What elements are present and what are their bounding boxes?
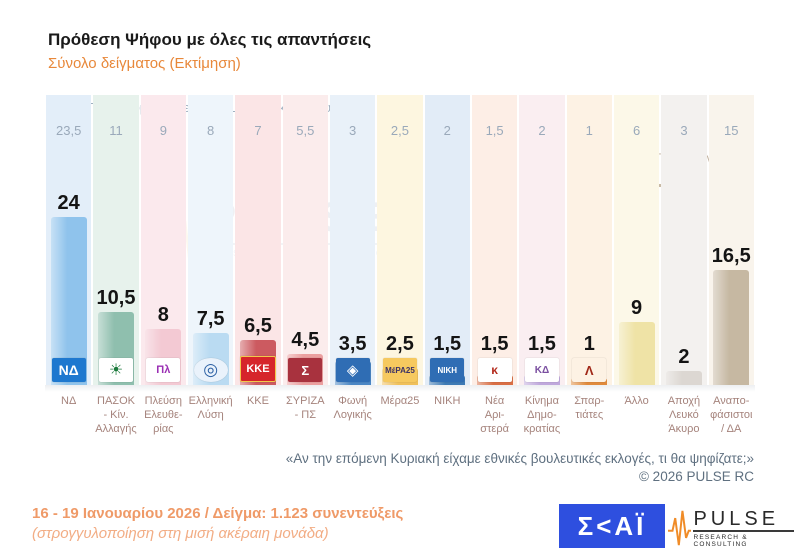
previous-survey-value: 8 xyxy=(207,123,215,138)
category-label-Σπαρτιάτες: Σπαρ- τιάτες xyxy=(574,395,605,421)
nd-logo: ΝΔ xyxy=(51,358,86,382)
category-label-Μέρα25: Μέρα25 xyxy=(380,395,420,407)
niki-logo: ΝΙΚΗ xyxy=(430,358,465,382)
category-label-Νέα Αριστερά: Νέα Αρι- στερά xyxy=(480,395,509,435)
value-label: 6,5 xyxy=(244,314,272,337)
previous-survey-value: 3 xyxy=(680,123,688,138)
previous-survey-value: 3 xyxy=(349,123,357,138)
column-Κίνημα Δημοκρατίας: 2 ΚΔ 1,5 xyxy=(519,95,565,385)
nea-aristera-logo: κ xyxy=(477,358,512,382)
column-ΝΔ: 23,5 ΝΔ 24 xyxy=(46,95,92,385)
value-label: 8 xyxy=(157,304,169,326)
fieldwork-dates-sample: 16 - 19 Ιανουαρίου 2026 / Δείγμα: 1.123 … xyxy=(32,505,404,522)
previous-survey-value: 2 xyxy=(443,123,451,138)
category-label-Φωνή Λογικής: Φωνή Λογικής xyxy=(333,395,372,421)
bar-Αποχή Λευκό Άκυρο[interactable] xyxy=(665,371,702,385)
previous-survey-value: 5,5 xyxy=(296,123,315,138)
survey-question-block: «Αν την επόμενη Κυριακή είχαμε εθνικές β… xyxy=(286,450,754,486)
plefsi-eleftherias-ship-logo: Πλ xyxy=(146,358,181,382)
category-label-ΚΚΕ: ΚΚΕ xyxy=(246,395,269,407)
value-label: 24 xyxy=(57,192,80,214)
skai-logo-text: Σ<ΑΪ xyxy=(577,510,647,541)
category-label-ΝΔ: ΝΔ xyxy=(61,395,77,407)
column-Πλεύση Ελευθερίας: 9 Πλ 8 xyxy=(140,95,186,385)
value-label: 1 xyxy=(583,333,595,355)
previous-survey-value: 7 xyxy=(254,123,262,138)
kke-logo: ΚΚΕ xyxy=(239,356,276,382)
category-label-ΠΑΣΟΚ - Κίν. Αλλαγής: ΠΑΣΟΚ - Κίν. Αλλαγής xyxy=(95,395,137,435)
syriza-star-logo: Σ xyxy=(288,358,323,382)
category-label-ΝΙΚΗ: ΝΙΚΗ xyxy=(434,395,461,407)
previous-survey-value: 11 xyxy=(109,123,123,138)
foni-logikis-diamond-logo: ◈ xyxy=(335,358,370,382)
category-label-Αποχή Λευκό Άκυρο: Αποχή Λευκό Άκυρο xyxy=(667,395,701,435)
category-labels-row: ΝΔ ΠΑΣΟΚ - Κίν. Αλλαγής Πλεύση Ελευθε- ρία… xyxy=(45,395,755,436)
page-subtitle: Σύνολο δείγματος (Εκτίμηση) xyxy=(48,55,241,72)
value-label: 3,5 xyxy=(338,333,367,355)
value-label: 2 xyxy=(678,346,690,368)
pulse-logo-subtitle: RESEARCH & CONSULTING xyxy=(693,533,748,548)
bar-chart: Προηγούμενη έρευνα ( 11 - 14 Δεκεμβρίου … xyxy=(45,95,755,385)
rounding-note: (στρογγυλοποίηση στη μισή ακέραιη μονάδα… xyxy=(32,525,329,542)
column-ΚΚΕ: 7 ΚΚΕ 6,5 xyxy=(235,95,281,385)
pulse-logo-word: PULSE xyxy=(693,508,794,532)
column-Μέρα25: 2,5 ΜέΡΑ25 2,5 xyxy=(377,95,423,385)
category-label-Άλλο: Άλλο xyxy=(624,395,649,407)
spartiates-helmet-logo: Λ xyxy=(572,358,607,382)
baseline-shadow xyxy=(45,385,755,392)
elliniki-lysi-compass-logo: ◎ xyxy=(193,358,228,382)
page-title: Πρόθεση Ψήφου με όλες τις απαντήσεις xyxy=(48,30,372,49)
pulse-waveform-icon xyxy=(668,510,692,546)
column-Αναποφάσιστοι / ΔΑ: 15 16,5 xyxy=(708,95,754,385)
column-Νέα Αριστερά: 1,5 κ 1,5 xyxy=(471,95,518,385)
previous-survey-value: 23,5 xyxy=(56,123,82,138)
value-label: 2,5 xyxy=(386,333,414,355)
value-label: 1,5 xyxy=(528,333,556,355)
value-label: 4,5 xyxy=(291,328,320,351)
previous-survey-value: 9 xyxy=(159,123,167,138)
column-ΠΑΣΟΚ - Κίν. Αλλαγής: 11 ☀ 10,5 xyxy=(93,95,139,385)
previous-survey-value: 15 xyxy=(724,123,739,138)
value-label: 7,5 xyxy=(196,307,225,330)
pulse-rc-logo: PULSE RESEARCH & CONSULTING xyxy=(668,502,794,554)
bar-Αναποφάσιστοι / ΔΑ[interactable] xyxy=(713,269,750,385)
survey-question: «Αν την επόμενη Κυριακή είχαμε εθνικές β… xyxy=(285,451,754,466)
column-Ελληνική Λύση: 8 ◎ 7,5 xyxy=(187,95,234,385)
pasok-sun-logo: ☀ xyxy=(98,358,133,382)
skai-logo: Σ<ΑΪ xyxy=(559,504,665,548)
column-Αποχή Λευκό Άκυρο: 32 xyxy=(661,95,707,385)
category-label-Ελληνική Λύση: Ελληνική Λύση xyxy=(188,395,233,421)
previous-survey-value: 6 xyxy=(632,123,641,138)
mera25-logo: ΜέΡΑ25 xyxy=(382,358,417,382)
column-ΣΥΡΙΖΑ - ΠΣ: 5,5 Σ 4,5 xyxy=(282,95,328,385)
previous-survey-value: 1,5 xyxy=(485,123,504,138)
category-label-Αναποφάσιστοι / ΔΑ: Αναπο- φάσιστοι / ΔΑ xyxy=(710,395,753,435)
kinima-dimokratias-logo: ΚΔ xyxy=(524,358,559,382)
previous-survey-value: 2 xyxy=(538,123,546,138)
value-label: 1,5 xyxy=(480,333,509,355)
value-label: 9 xyxy=(631,297,643,319)
column-ΝΙΚΗ: 2 ΝΙΚΗ 1,5 xyxy=(424,95,470,385)
copyright-text: © 2026 PULSE RC xyxy=(638,469,754,485)
previous-survey-value: 1 xyxy=(585,123,593,138)
bar-Άλλο[interactable] xyxy=(618,322,655,385)
bar-ΝΔ[interactable] xyxy=(50,217,87,385)
previous-survey-value: 2,5 xyxy=(390,123,409,138)
category-label-Πλεύση Ελευθερίας: Πλεύση Ελευθε- ρίας xyxy=(144,395,183,435)
value-label: 1,5 xyxy=(433,333,462,355)
category-label-Κίνημα Δημοκρατίας: Κίνημα Δημο- κρατίας xyxy=(523,395,561,435)
value-label: 10,5 xyxy=(96,286,136,309)
column-Σπαρτιάτες: 1 Λ 1 xyxy=(566,95,612,385)
footer-info: 16 - 19 Ιανουαρίου 2026 / Δείγμα: 1.123 … xyxy=(32,505,403,542)
category-label-ΣΥΡΙΖΑ - ΠΣ: ΣΥΡΙΖΑ - ΠΣ xyxy=(286,395,325,421)
value-label: 16,5 xyxy=(711,244,751,267)
column-Φωνή Λογικής: 3 ◈ 3,5 xyxy=(329,95,376,385)
